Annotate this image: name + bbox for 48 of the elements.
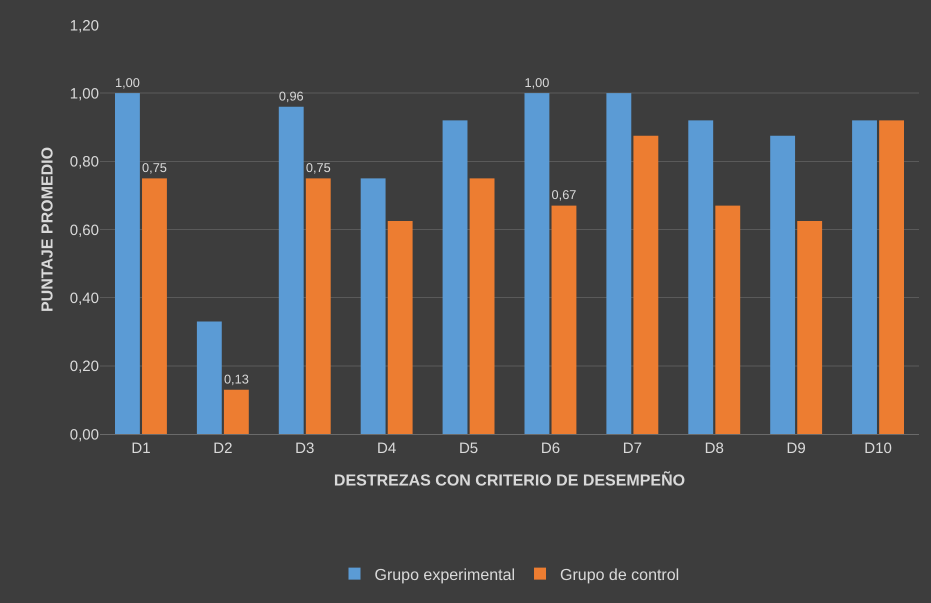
y-tick-label: 0,60 (70, 222, 99, 239)
data-label: 0,75 (306, 160, 331, 175)
x-tick-label: D8 (704, 440, 724, 457)
bar (770, 136, 796, 434)
legend-label: Grupo experimental (374, 566, 516, 584)
bar (115, 93, 140, 434)
bar (278, 106, 304, 434)
x-tick-label: D6 (540, 440, 560, 457)
x-tick-label: D9 (786, 440, 806, 457)
bar (715, 206, 740, 434)
data-label: 1,00 (524, 74, 550, 90)
y-tick-label: 0,80 (70, 154, 99, 171)
bar (470, 178, 494, 434)
x-tick-label: D3 (295, 440, 314, 457)
data-label: 0,67 (552, 187, 576, 202)
bar (879, 120, 904, 434)
bar (797, 220, 822, 434)
bar (224, 390, 249, 434)
bar (688, 120, 714, 434)
x-axis-title: DESTREZAS CON CRITERIO DE DESEMPEÑO (334, 470, 686, 490)
data-label: 1,00 (115, 74, 140, 90)
bar (633, 136, 658, 434)
y-axis-title: PUNTAJE PROMEDIO (40, 146, 57, 312)
bar (606, 93, 632, 434)
x-tick-label: D4 (377, 440, 396, 457)
data-label: 0,96 (278, 88, 304, 104)
bar (442, 120, 468, 434)
bar (142, 178, 167, 434)
bar (360, 178, 386, 434)
x-tick-label: D5 (458, 440, 478, 457)
bar (852, 120, 877, 434)
data-label: 0,13 (224, 371, 249, 386)
x-tick-label: D2 (213, 440, 232, 457)
data-label: 0,75 (142, 160, 167, 175)
y-tick-label: 0,00 (70, 426, 99, 444)
y-tick-label: 1,20 (70, 17, 99, 34)
bar (524, 93, 550, 434)
bar (388, 220, 413, 434)
bar (552, 206, 576, 434)
bar (196, 322, 222, 434)
bar (306, 178, 331, 434)
y-tick-label: 0,20 (70, 358, 99, 376)
legend-label: Grupo de control (560, 566, 680, 584)
y-tick-label: 1,00 (70, 85, 99, 102)
y-tick-label: 0,40 (70, 290, 99, 307)
x-tick-label: D10 (864, 440, 892, 457)
x-tick-label: D7 (622, 440, 642, 457)
x-tick-label: D1 (131, 440, 151, 457)
